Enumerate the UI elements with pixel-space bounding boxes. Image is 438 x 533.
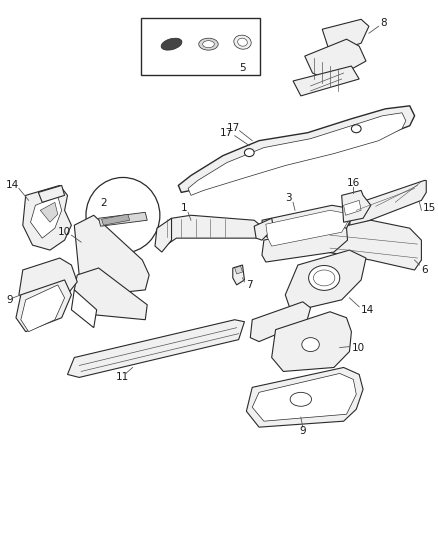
- Polygon shape: [254, 218, 274, 240]
- Ellipse shape: [199, 38, 218, 50]
- Text: 10: 10: [351, 343, 364, 352]
- Ellipse shape: [314, 270, 335, 286]
- Polygon shape: [16, 280, 71, 332]
- Circle shape: [86, 177, 160, 253]
- Text: 17: 17: [227, 123, 240, 133]
- Polygon shape: [67, 320, 244, 377]
- Polygon shape: [305, 39, 366, 81]
- Polygon shape: [71, 290, 97, 328]
- Polygon shape: [99, 212, 147, 226]
- Ellipse shape: [302, 337, 319, 352]
- Ellipse shape: [203, 41, 214, 47]
- Text: 3: 3: [285, 193, 292, 204]
- Polygon shape: [342, 190, 371, 222]
- Polygon shape: [293, 66, 359, 96]
- Polygon shape: [285, 250, 366, 312]
- Polygon shape: [188, 113, 406, 196]
- Ellipse shape: [161, 38, 182, 50]
- Polygon shape: [350, 181, 426, 228]
- Text: 15: 15: [422, 203, 436, 213]
- Polygon shape: [247, 367, 363, 427]
- Polygon shape: [157, 215, 264, 248]
- Text: 7: 7: [247, 280, 253, 290]
- Polygon shape: [233, 265, 244, 285]
- Polygon shape: [74, 268, 147, 320]
- Text: 6: 6: [421, 265, 428, 275]
- Polygon shape: [262, 205, 351, 242]
- Polygon shape: [74, 215, 149, 295]
- Ellipse shape: [309, 265, 340, 290]
- Polygon shape: [266, 211, 347, 246]
- Ellipse shape: [234, 35, 251, 49]
- Text: 8: 8: [381, 18, 387, 28]
- Polygon shape: [178, 106, 415, 192]
- Polygon shape: [19, 258, 77, 308]
- Text: 9: 9: [300, 426, 306, 436]
- Polygon shape: [31, 196, 62, 238]
- Text: 1: 1: [181, 203, 188, 213]
- Polygon shape: [272, 312, 351, 372]
- Polygon shape: [322, 19, 369, 53]
- Polygon shape: [23, 185, 71, 250]
- Polygon shape: [320, 220, 421, 270]
- Text: 10: 10: [58, 227, 71, 237]
- Polygon shape: [262, 225, 347, 262]
- Text: 11: 11: [116, 373, 129, 382]
- Ellipse shape: [244, 149, 254, 157]
- Polygon shape: [344, 200, 361, 215]
- FancyBboxPatch shape: [141, 18, 260, 75]
- Text: 5: 5: [239, 63, 246, 73]
- Text: 14: 14: [6, 181, 20, 190]
- Text: 17: 17: [220, 128, 233, 138]
- Ellipse shape: [351, 125, 361, 133]
- Polygon shape: [21, 285, 64, 332]
- Text: 14: 14: [361, 305, 374, 315]
- Polygon shape: [40, 203, 58, 222]
- Polygon shape: [39, 185, 64, 203]
- Polygon shape: [252, 374, 356, 421]
- Polygon shape: [235, 266, 243, 274]
- Polygon shape: [155, 218, 172, 252]
- Text: 9: 9: [6, 295, 13, 305]
- Ellipse shape: [290, 392, 311, 406]
- Text: 2: 2: [101, 198, 107, 208]
- Polygon shape: [102, 214, 130, 225]
- Ellipse shape: [238, 38, 247, 46]
- Text: 16: 16: [346, 179, 360, 189]
- Polygon shape: [250, 302, 311, 342]
